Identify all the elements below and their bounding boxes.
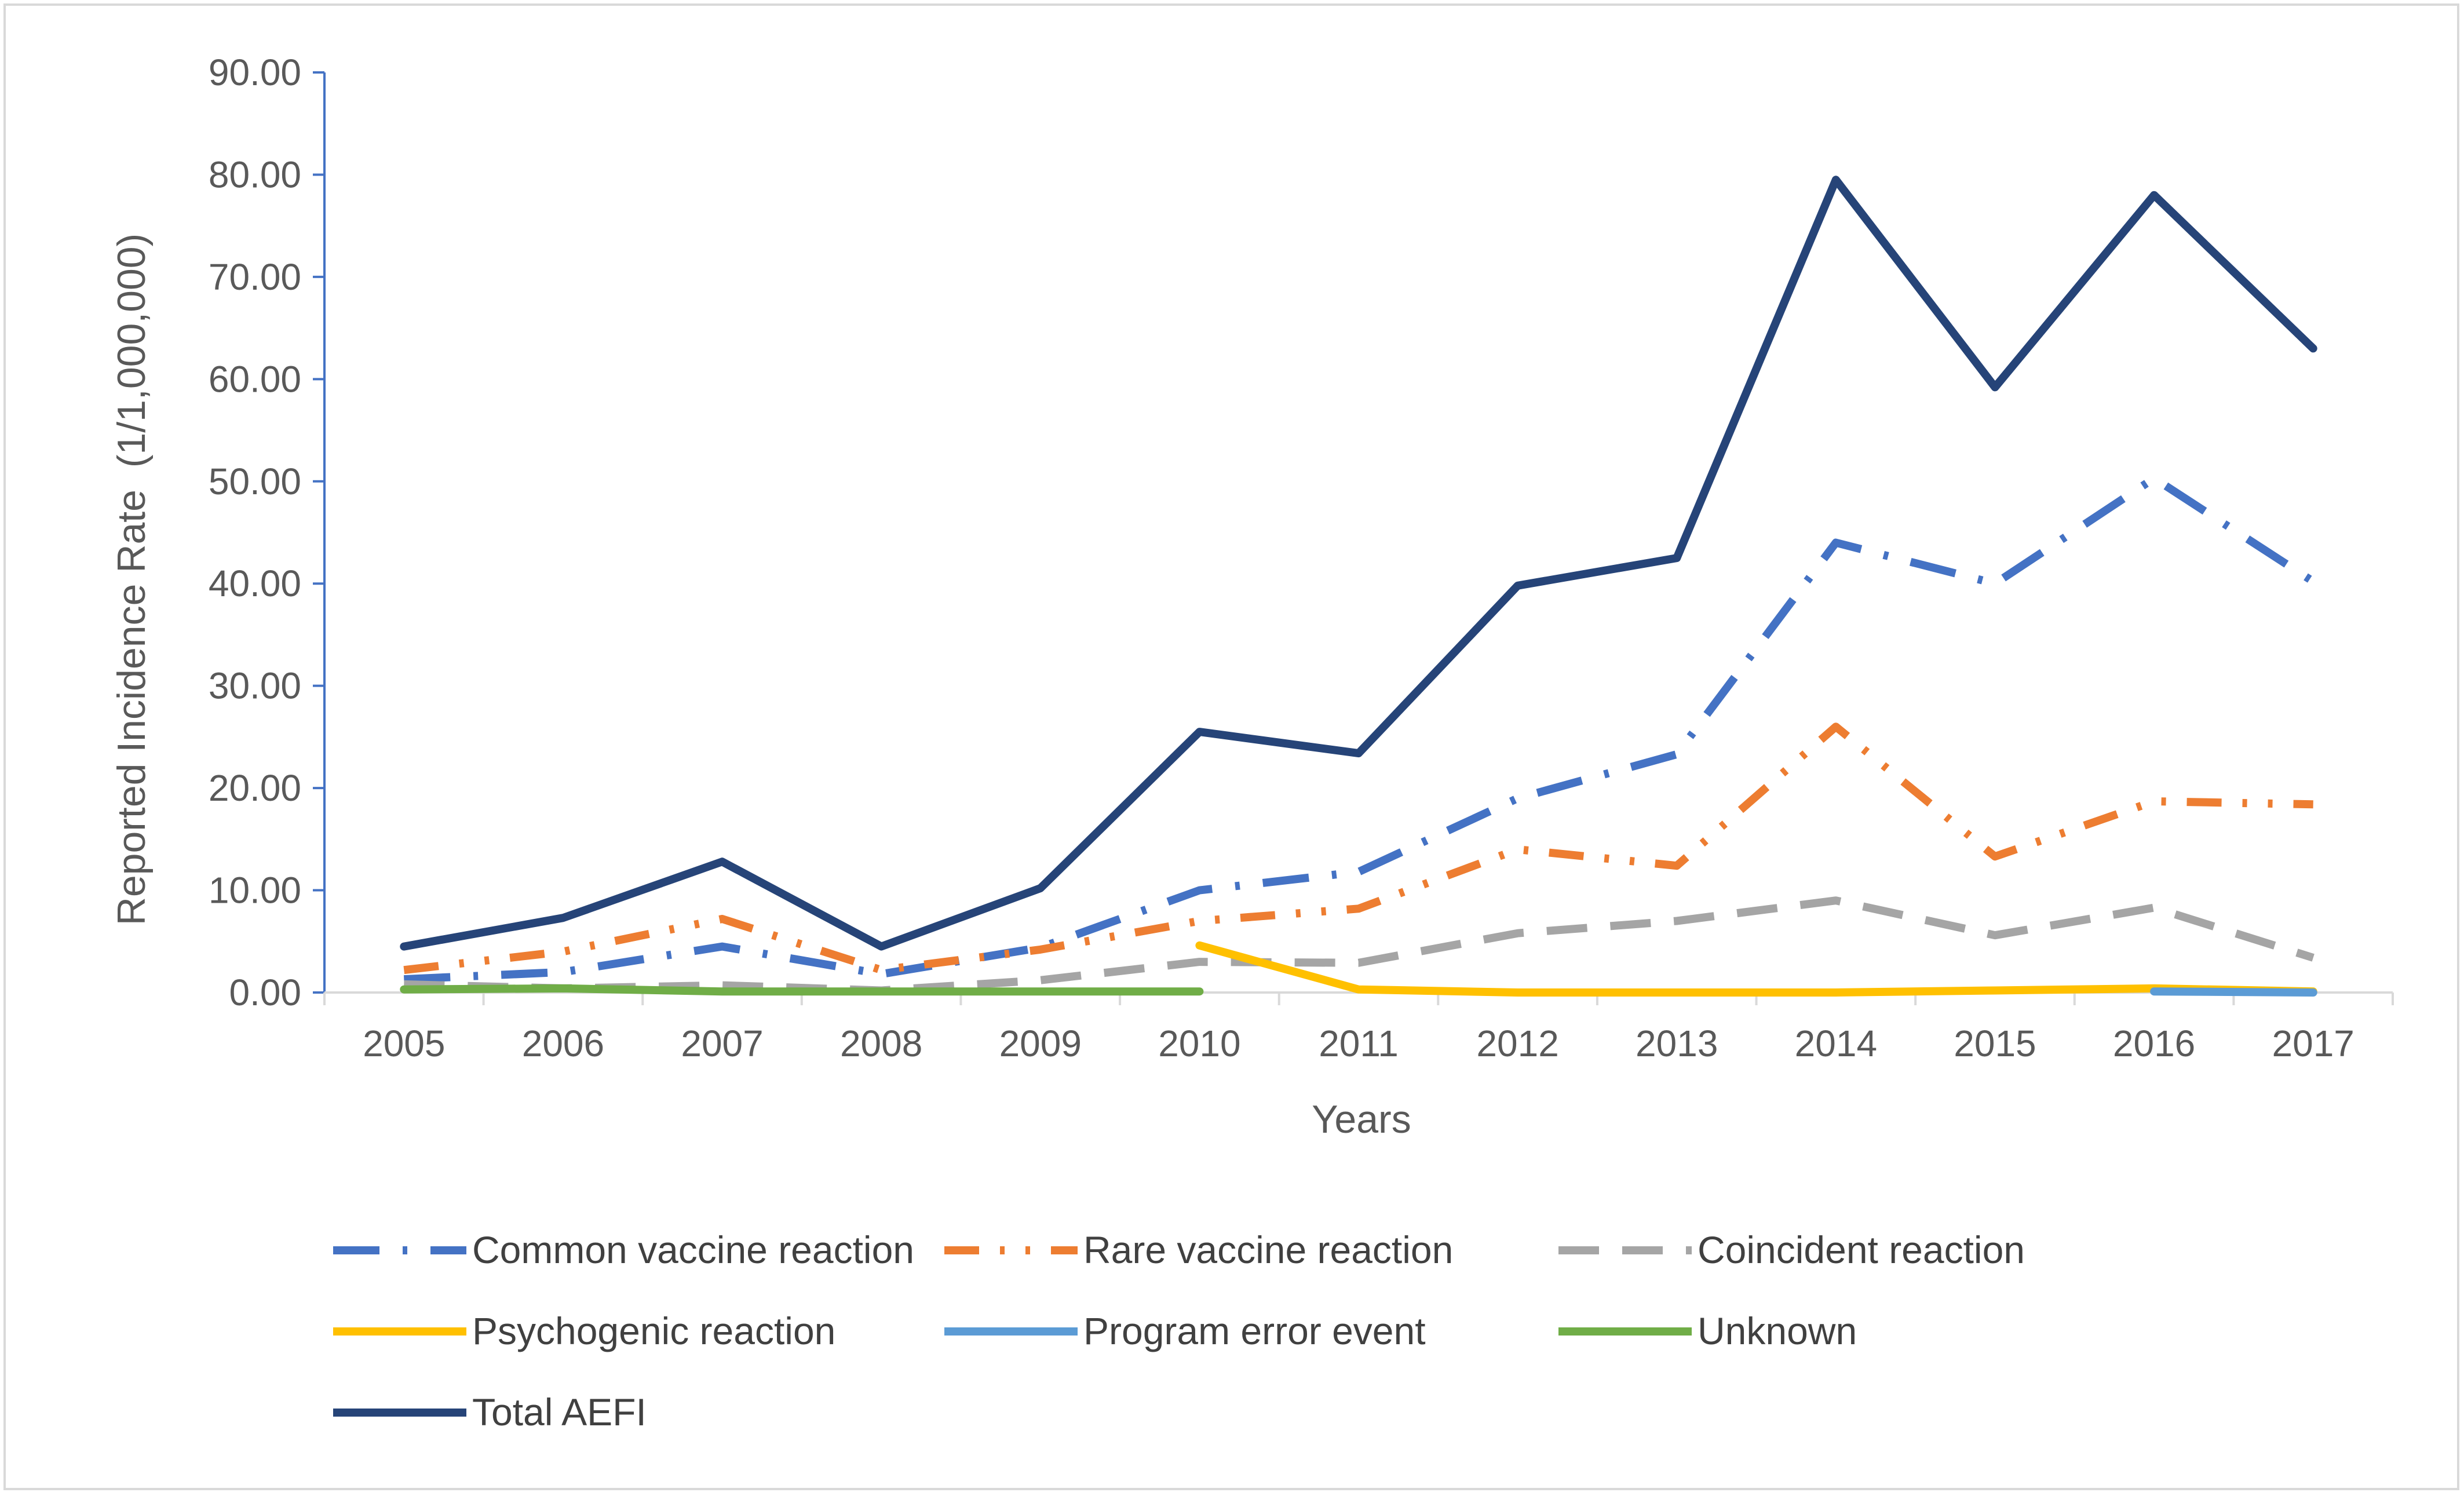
series-line-total-aefi [400,176,2317,951]
y-tick-label: 20.00 [209,767,301,809]
legend-label: Total AEFI [472,1391,647,1433]
series-line-psychogenic-reaction [1195,941,2317,997]
legend-label: Coincident reaction [1698,1228,2025,1271]
legend-item-common-vaccine-reaction: Common vaccine reaction [333,1228,914,1271]
series-line-coincident-reaction [404,896,2315,995]
legend-label: Rare vaccine reaction [1083,1228,1453,1271]
legend-label: Common vaccine reaction [472,1228,914,1271]
legend-label: Program error event [1083,1309,1426,1352]
y-tick-label: 90.00 [209,52,301,93]
series-line-unknown [400,984,1204,996]
legend-item-program-error-event: Program error event [944,1309,1426,1352]
y-tick-label: 40.00 [209,563,301,604]
y-tick-label: 80.00 [209,154,301,195]
legend-item-rare-vaccine-reaction: Rare vaccine reaction [944,1228,1453,1271]
legend-item-coincident-reaction: Coincident reaction [1558,1228,2025,1271]
x-tick-label: 2008 [840,1023,922,1064]
x-tick-label: 2013 [1636,1023,1718,1064]
x-tick-label: 2010 [1158,1023,1240,1064]
x-tick-label: 2005 [363,1023,445,1064]
y-tick-label: 60.00 [209,358,301,400]
series-layer [400,176,2317,997]
legend-item-unknown: Unknown [1558,1309,1857,1352]
y-axis-title: Reported Incidence Rate (1/1,000,000) [109,233,154,926]
x-tick-label: 2006 [522,1023,604,1064]
x-tick-label: 2015 [1954,1023,2036,1064]
y-tick-label: 10.00 [209,870,301,911]
series-line-program-error-event [2150,987,2317,997]
x-tick-label: 2007 [681,1023,763,1064]
y-tick-label: 50.00 [209,461,301,502]
axes: 0.00 10.00 20.00 30.00 40.00 50.00 60.00 70.00 8… [209,52,2394,1064]
x-tick-label: 2014 [1795,1023,1877,1064]
y-tick-label: 0.00 [229,972,301,1013]
legend-item-total-aefi: Total AEFI [333,1391,647,1433]
legend: Common vaccine reaction Rare vaccine reac… [333,1228,2025,1433]
chart-frame [3,3,2459,1490]
x-tick-label: 2011 [1319,1023,1399,1064]
x-tick-label: 2012 [1476,1023,1558,1064]
legend-label: Unknown [1698,1309,1857,1352]
x-tick-label: 2017 [2272,1023,2355,1064]
series-line-common-vaccine-reaction [403,474,2316,984]
x-tick-label: 2016 [2113,1023,2195,1064]
y-tick-label: 30.00 [209,665,301,707]
series-line-rare-vaccine-reaction [403,723,2313,975]
x-tick-label: 2009 [999,1023,1082,1064]
legend-item-psychogenic-reaction: Psychogenic reaction [333,1309,835,1352]
legend-label: Psychogenic reaction [472,1309,835,1352]
y-tick-label: 70.00 [209,256,301,298]
x-axis-title: Years [1312,1097,1411,1141]
